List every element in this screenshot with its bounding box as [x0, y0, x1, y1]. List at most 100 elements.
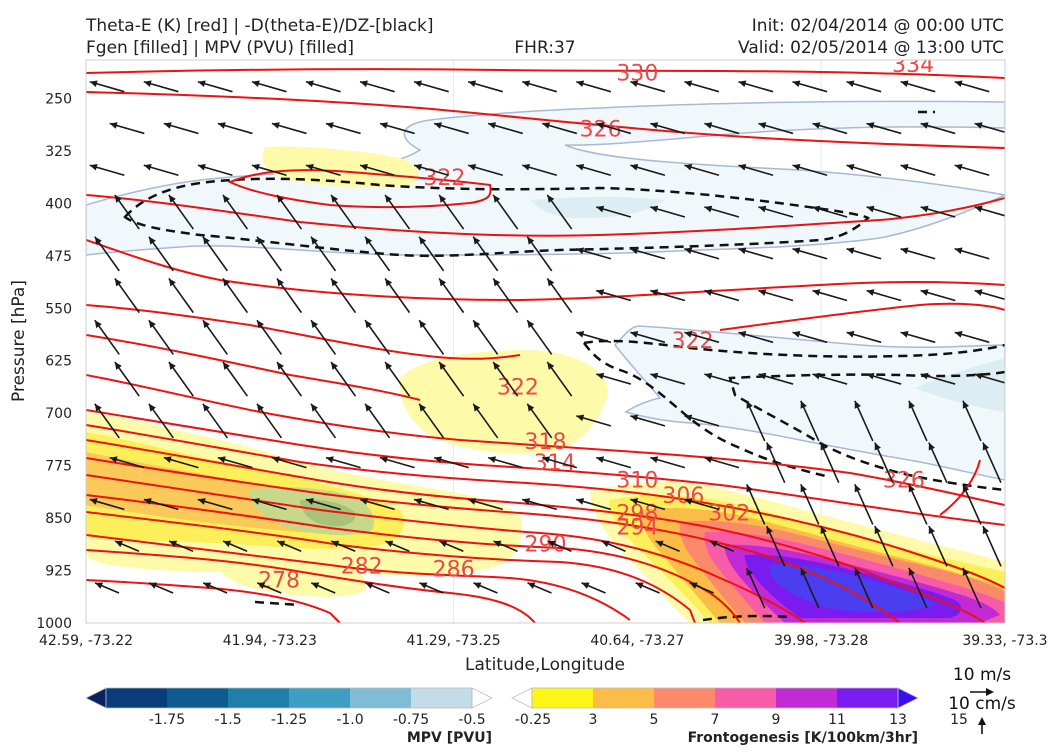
wind-arrow — [364, 236, 391, 272]
wind-arrow — [433, 456, 469, 469]
wind-arrow — [148, 319, 174, 355]
wind-arrow — [758, 205, 794, 218]
colorbar-swatch — [228, 688, 290, 708]
wind-arrow — [900, 163, 936, 176]
wind-arrow — [954, 163, 990, 176]
wind-arrow — [526, 236, 553, 272]
wind-arrow — [704, 456, 740, 469]
title-line-2: Fgen [filled] | MPV (PVU) [filled] — [86, 38, 354, 58]
colorbar-tick-label: 13 — [889, 712, 907, 728]
wind-arrow — [650, 372, 686, 385]
wind-arrow — [738, 163, 774, 176]
colorbar-extend-max — [897, 687, 919, 709]
wind-arrow — [359, 498, 395, 511]
wind-arrow — [874, 442, 894, 484]
wind-arrow — [738, 247, 774, 260]
wind-arrow — [276, 361, 303, 397]
wind-arrow — [792, 247, 828, 260]
wind-arrow — [310, 236, 337, 272]
wind-arrow — [704, 289, 740, 302]
theta-e-label: 294 — [616, 515, 658, 540]
colorbar-swatch — [532, 688, 594, 708]
x-tick-label: 41.29, -73.25 — [407, 633, 501, 649]
wind-arrow — [109, 122, 145, 135]
wind-arrow — [438, 194, 465, 230]
wind-arrow — [202, 319, 229, 355]
wind-arrow — [630, 414, 666, 427]
colorbar-swatch — [106, 688, 168, 708]
wind-arrow — [962, 567, 982, 609]
wind-arrow — [148, 236, 174, 272]
wind-arrow — [974, 372, 1005, 384]
frontogenesis-filled-contours — [86, 146, 1005, 623]
theta-e-contours — [86, 68, 1005, 623]
wind-arrow — [364, 319, 391, 355]
wind-arrow — [908, 400, 928, 442]
theta-e-label: 326 — [580, 118, 622, 143]
wind-arrow — [630, 163, 666, 176]
colorbar-swatch — [167, 688, 229, 708]
wind-arrow — [974, 289, 1005, 301]
wind-arrow — [256, 582, 282, 594]
wind-arrow — [846, 331, 882, 344]
wind-arrow — [982, 442, 1002, 484]
wind-arrow — [197, 498, 233, 511]
x-axis-label: Latitude,Longitude — [465, 655, 625, 675]
wind-arrow — [974, 205, 1005, 217]
wind-arrow — [114, 194, 140, 230]
wind-arrow — [473, 582, 498, 594]
wind-arrow — [251, 163, 287, 176]
theta-e-label: 302 — [708, 501, 750, 526]
y-tick-label: 700 — [45, 406, 72, 422]
wind-arrow — [222, 194, 249, 230]
wind-arrow — [812, 122, 848, 135]
y-tick-label: 775 — [45, 459, 72, 475]
wind-arrow — [330, 194, 357, 230]
wind-arrow — [846, 247, 882, 260]
wind-arrow — [419, 582, 444, 594]
wind-arrow — [330, 278, 357, 314]
wind-arrow — [487, 122, 523, 135]
wind-arrow — [94, 236, 120, 272]
wind-arrow — [684, 163, 720, 176]
wind-arrow — [704, 205, 740, 218]
mpv-colorbar-title: MPV [PVU] — [407, 730, 492, 746]
colorbar-tick-label: -0.75 — [393, 712, 429, 728]
colorbar-extend-min — [85, 687, 107, 709]
y-tick-label: 325 — [45, 144, 72, 160]
wind-arrow — [148, 582, 174, 594]
wind-arrow — [89, 80, 125, 93]
colorbar-swatch — [776, 688, 838, 708]
wind-arrow — [635, 582, 660, 594]
wind-arrow — [148, 403, 174, 439]
colorbar-tick-label: 7 — [711, 712, 720, 728]
wind-arrow — [143, 80, 179, 93]
wind-arrow — [954, 331, 990, 344]
wind-arrow — [379, 456, 415, 469]
wind-arrow — [655, 540, 680, 552]
wind-arrow — [418, 403, 445, 439]
wind-arrow — [962, 483, 982, 525]
fgen-3-lower-left — [211, 548, 366, 597]
wind-arrow — [800, 567, 820, 609]
wind-arrow — [418, 319, 445, 355]
wind-arrow — [576, 163, 612, 176]
wind-ref-vertical-label: 10 cm/s — [948, 694, 1016, 714]
wind-arrow — [202, 236, 229, 272]
wind-arrow — [487, 456, 523, 469]
wind-arrow — [114, 278, 140, 314]
wind-arrow — [982, 525, 1002, 567]
colorbar-swatch — [289, 688, 351, 708]
fgen-3-mid — [399, 350, 609, 454]
wind-arrow — [472, 236, 499, 272]
wind-arrow — [197, 80, 233, 93]
wind-arrow — [596, 372, 632, 385]
colorbar-swatch — [593, 688, 655, 708]
y-tick-label: 475 — [45, 249, 72, 265]
wind-arrow — [866, 205, 902, 218]
wind-arrow — [920, 205, 956, 218]
wind-arrow — [271, 456, 307, 469]
wind-arrow — [581, 582, 606, 594]
wind-arrow — [359, 163, 395, 176]
